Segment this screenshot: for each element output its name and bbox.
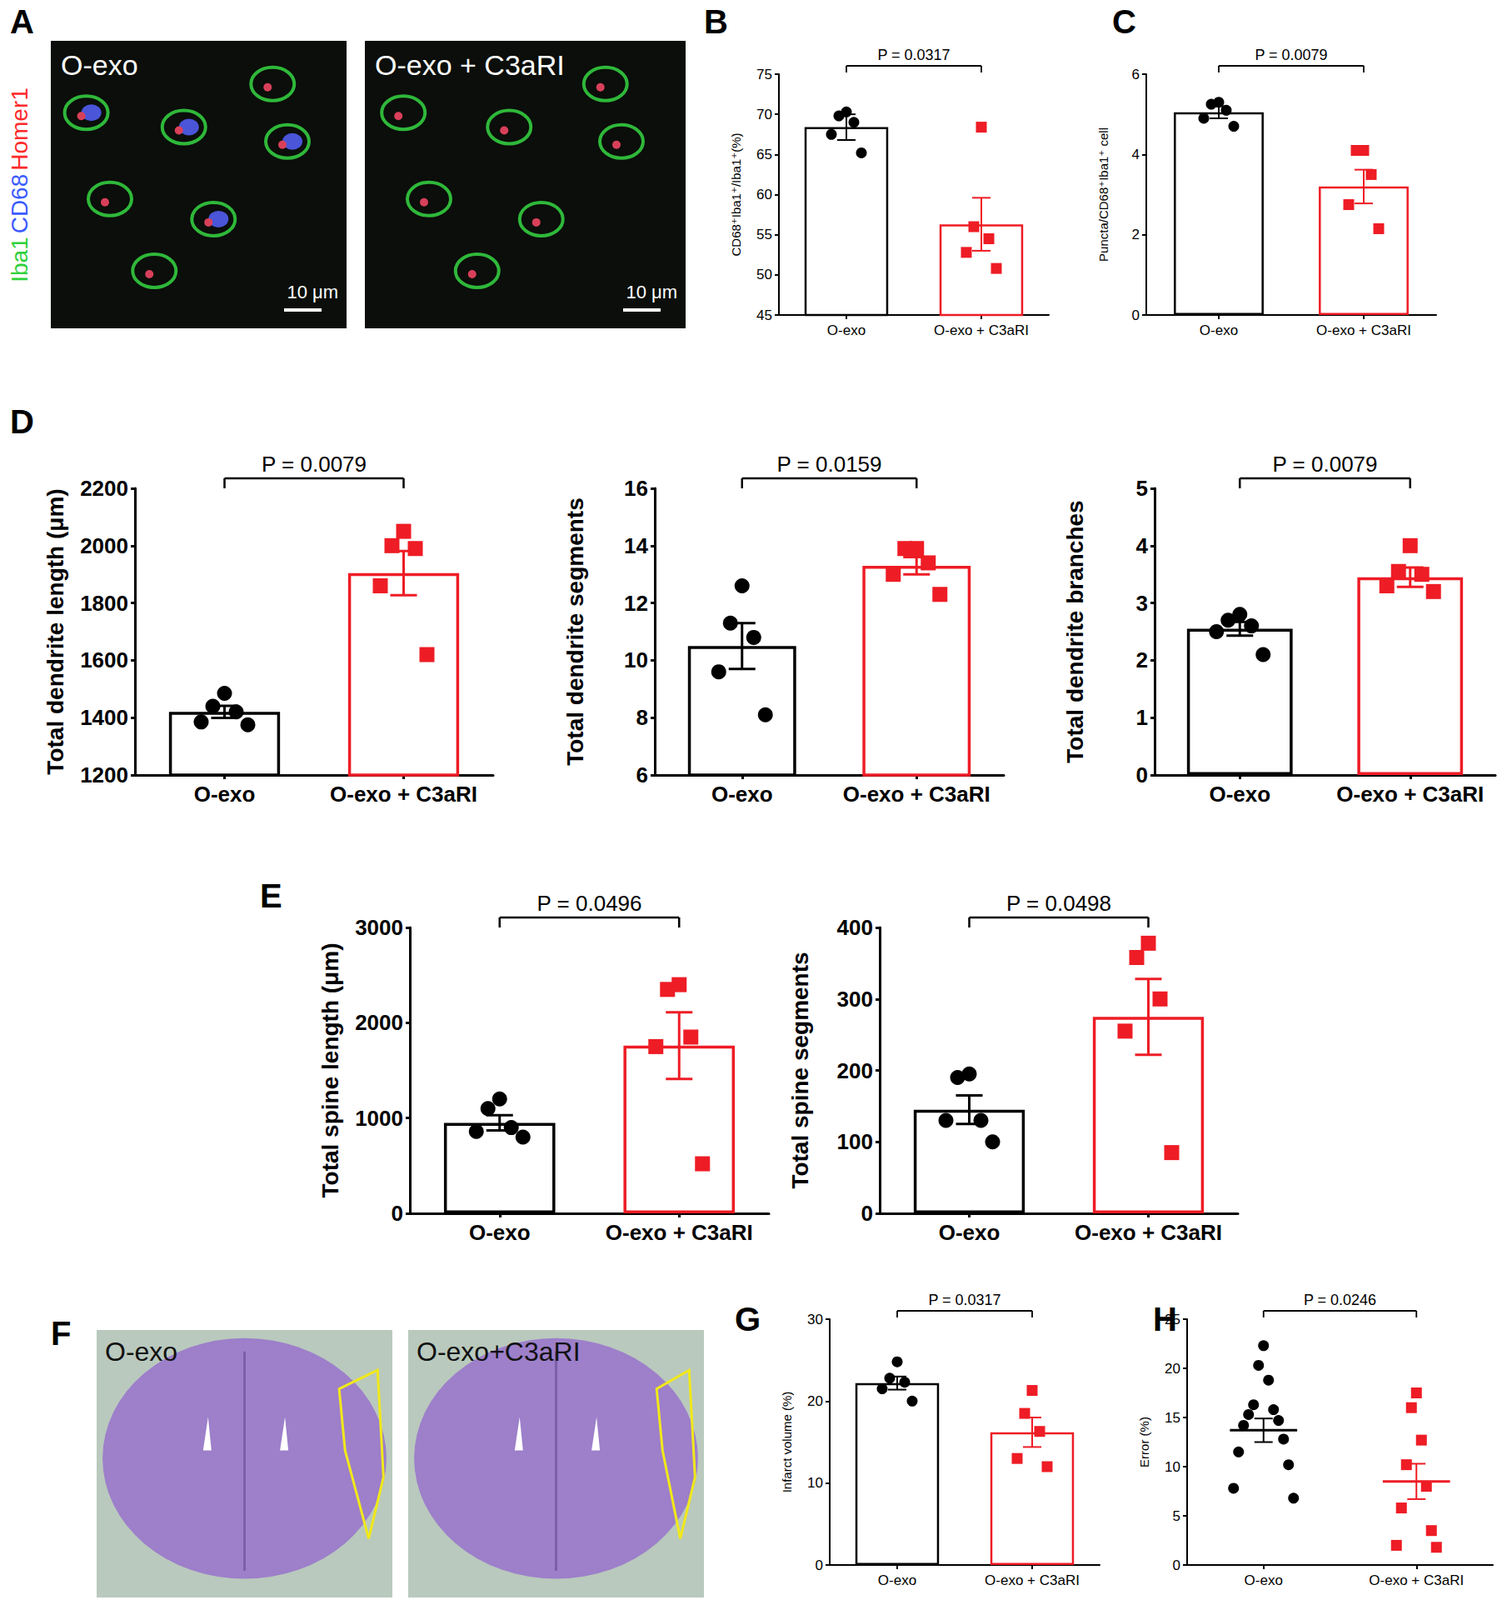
svg-text:0: 0 — [1132, 307, 1140, 324]
svg-text:CD68⁺Iba1⁺/Iba1⁺(%): CD68⁺Iba1⁺/Iba1⁺(%) — [728, 133, 744, 257]
svg-text:O-exo: O-exo — [194, 781, 256, 807]
svg-text:30: 30 — [807, 1311, 824, 1328]
svg-text:O-exo: O-exo — [878, 1571, 917, 1588]
svg-text:Puncta/CD68⁺Iba1⁺ cell: Puncta/CD68⁺Iba1⁺ cell — [1096, 127, 1111, 262]
svg-text:P = 0.0317: P = 0.0317 — [928, 1291, 1001, 1308]
svg-text:50: 50 — [756, 266, 773, 283]
svg-text:O-exo + C3aRI: O-exo + C3aRI — [1336, 781, 1484, 807]
svg-text:6: 6 — [636, 762, 649, 788]
svg-text:16: 16 — [623, 475, 649, 501]
svg-text:0: 0 — [815, 1556, 824, 1573]
svg-text:Total spine length (μm): Total spine length (μm) — [317, 943, 344, 1198]
svg-text:0: 0 — [391, 1200, 404, 1226]
svg-text:O-exo + C3aRI: O-exo + C3aRI — [1368, 1571, 1464, 1588]
svg-text:P = 0.0317: P = 0.0317 — [877, 46, 950, 64]
svg-text:65: 65 — [756, 146, 773, 163]
svg-text:P = 0.0246: P = 0.0246 — [1303, 1291, 1377, 1308]
svg-text:15: 15 — [1164, 1409, 1181, 1426]
svg-text:20: 20 — [1164, 1360, 1181, 1377]
svg-text:3000: 3000 — [354, 914, 404, 940]
svg-text:12: 12 — [623, 590, 649, 616]
svg-text:2: 2 — [1136, 647, 1148, 673]
svg-text:2000: 2000 — [79, 533, 129, 559]
svg-text:O-exo + C3aRI: O-exo + C3aRI — [933, 322, 1029, 339]
svg-text:Total dendrite segments: Total dendrite segments — [562, 497, 589, 766]
svg-text:1: 1 — [1136, 704, 1148, 730]
svg-text:1600: 1600 — [79, 647, 129, 673]
svg-text:45: 45 — [756, 307, 773, 324]
svg-text:0: 0 — [861, 1200, 874, 1226]
svg-text:O-exo: O-exo — [827, 322, 866, 339]
svg-text:1400: 1400 — [79, 704, 129, 730]
svg-text:300: 300 — [837, 986, 874, 1012]
svg-text:O-exo + C3aRI: O-exo + C3aRI — [605, 1219, 754, 1245]
svg-text:8: 8 — [636, 704, 649, 730]
svg-text:P = 0.0079: P = 0.0079 — [1254, 46, 1328, 64]
svg-text:3: 3 — [1136, 590, 1148, 616]
svg-text:14: 14 — [623, 533, 649, 559]
svg-text:75: 75 — [756, 66, 773, 83]
svg-text:O-exo + C3aRI: O-exo + C3aRI — [1316, 322, 1412, 339]
svg-text:0: 0 — [1172, 1556, 1181, 1573]
svg-text:4: 4 — [1132, 146, 1140, 163]
svg-text:O-exo: O-exo — [1199, 322, 1238, 339]
svg-text:Total dendrite length (μm): Total dendrite length (μm) — [42, 488, 69, 774]
svg-text:O-exo: O-exo — [1244, 1571, 1283, 1588]
svg-text:10: 10 — [623, 647, 649, 673]
svg-text:400: 400 — [837, 914, 874, 940]
svg-text:1000: 1000 — [354, 1105, 404, 1131]
svg-text:5: 5 — [1136, 475, 1148, 501]
svg-text:2000: 2000 — [354, 1009, 404, 1035]
svg-text:O-exo + C3aRI: O-exo + C3aRI — [843, 781, 991, 807]
svg-text:10: 10 — [807, 1474, 824, 1491]
svg-text:10: 10 — [1164, 1458, 1181, 1475]
svg-text:2: 2 — [1132, 226, 1140, 243]
svg-text:Total spine segments: Total spine segments — [787, 951, 814, 1188]
svg-text:0: 0 — [1136, 762, 1148, 788]
svg-text:25: 25 — [1164, 1311, 1181, 1328]
svg-text:1200: 1200 — [79, 762, 129, 788]
svg-text:5: 5 — [1172, 1507, 1181, 1524]
svg-text:P = 0.0079: P = 0.0079 — [1272, 451, 1378, 477]
svg-text:20: 20 — [807, 1392, 824, 1409]
svg-text:P = 0.0159: P = 0.0159 — [776, 451, 882, 477]
svg-text:2200: 2200 — [79, 475, 129, 501]
svg-text:Error (%): Error (%) — [1137, 1416, 1152, 1468]
svg-text:P = 0.0496: P = 0.0496 — [536, 890, 642, 916]
svg-text:4: 4 — [1136, 533, 1149, 559]
svg-text:O-exo: O-exo — [938, 1219, 1001, 1245]
svg-text:6: 6 — [1132, 66, 1140, 83]
svg-text:1800: 1800 — [79, 590, 129, 616]
svg-text:100: 100 — [837, 1128, 874, 1154]
svg-text:O-exo + C3aRI: O-exo + C3aRI — [1074, 1219, 1223, 1245]
svg-text:Infarct volume (%): Infarct volume (%) — [779, 1391, 794, 1493]
svg-text:O-exo: O-exo — [711, 781, 774, 807]
svg-text:O-exo + C3aRI: O-exo + C3aRI — [329, 781, 478, 807]
svg-text:Total dendrite branches: Total dendrite branches — [1062, 499, 1088, 763]
svg-text:O-exo: O-exo — [469, 1219, 531, 1245]
svg-text:200: 200 — [837, 1057, 874, 1083]
svg-text:O-exo + C3aRI: O-exo + C3aRI — [984, 1571, 1080, 1588]
svg-text:O-exo: O-exo — [1208, 781, 1271, 807]
svg-text:P = 0.0079: P = 0.0079 — [261, 451, 367, 477]
svg-text:60: 60 — [756, 186, 773, 203]
svg-text:70: 70 — [756, 106, 773, 123]
svg-text:P = 0.0498: P = 0.0498 — [1006, 890, 1112, 916]
svg-text:55: 55 — [756, 226, 773, 243]
